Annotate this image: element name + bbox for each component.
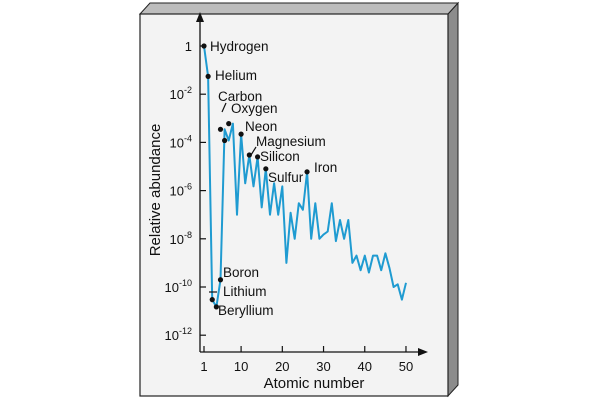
- x-axis-label: Atomic number: [264, 375, 365, 392]
- element-marker-dot: [304, 169, 310, 175]
- panel-top-face: [138, 2, 460, 15]
- annotation-lithium: Lithium: [223, 284, 267, 299]
- annotation-silicon: Silicon: [260, 149, 300, 164]
- element-marker-dot: [201, 43, 207, 49]
- annotation-sulfur: Sulfur: [268, 170, 304, 185]
- element-marker-dot: [213, 304, 219, 310]
- element-marker-dot: [226, 121, 232, 127]
- x-tick-label: 10: [234, 359, 248, 374]
- y-tick-label: 10-12: [165, 326, 192, 343]
- element-marker-dot: [205, 73, 211, 79]
- element-marker-dot: [238, 131, 244, 137]
- y-tick-label: 10-4: [170, 133, 192, 150]
- magnesium-leader-line: [250, 146, 257, 156]
- x-tick-label: 50: [399, 359, 413, 374]
- oxygen-leader-line: [221, 102, 227, 113]
- annotation-neon: Neon: [245, 119, 277, 134]
- x-axis-arrowhead: [418, 348, 428, 356]
- y-tick-label: 10-2: [170, 85, 192, 102]
- annotation-oxygen: Oxygen: [231, 101, 278, 116]
- axis-ticks: [200, 45, 407, 352]
- annotation-beryllium: Beryllium: [218, 303, 274, 318]
- chart-panel: [139, 13, 449, 397]
- y-tick-label: 1: [185, 39, 192, 54]
- element-marker-dot: [217, 277, 224, 283]
- y-tick-label: 10-8: [170, 230, 192, 247]
- leader-lines: [209, 102, 257, 293]
- element-marker-dot: [246, 152, 252, 158]
- tick-labels: 1 10 20 30 40 50 1 10-2 10-4 10-6 10-8 10-10 10-12: [165, 39, 414, 374]
- element-marker-dot: [263, 166, 269, 172]
- element-marker-dot: [222, 137, 228, 144]
- series-layer: [203, 45, 407, 308]
- panel-side-face: [447, 1, 459, 398]
- annotation-boron: Boron: [223, 265, 259, 280]
- element-marker-dot: [209, 297, 215, 303]
- x-tick-label: 1: [200, 359, 207, 374]
- y-tick-label: 10-6: [170, 182, 192, 199]
- x-tick-label: 30: [316, 359, 330, 374]
- annotation-magnesium: Magnesium: [256, 134, 326, 149]
- y-axis-arrowhead: [196, 12, 204, 22]
- abundance-series-line: [203, 45, 407, 308]
- y-axis-label: Relative abundance: [147, 124, 164, 257]
- element-marker-dot: [217, 126, 224, 132]
- element-annotations: Hydrogen Helium Lithium Beryllium Boron Carbo…: [210, 39, 337, 318]
- x-tick-label: 20: [275, 359, 289, 374]
- x-tick-label: 40: [358, 359, 372, 374]
- annotation-helium: Helium: [215, 68, 257, 83]
- annotation-carbon: Carbon: [218, 89, 262, 104]
- element-marker-dot: [254, 154, 261, 160]
- annotation-hydrogen: Hydrogen: [210, 39, 269, 54]
- y-tick-label: 10-10: [165, 278, 192, 295]
- annotation-iron: Iron: [314, 160, 337, 175]
- element-markers: [201, 43, 310, 310]
